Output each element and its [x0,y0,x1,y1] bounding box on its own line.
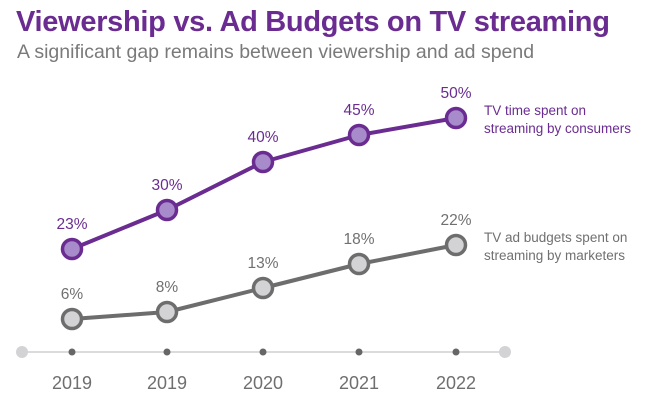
data-point [251,276,275,300]
data-label: 30% [151,177,182,194]
x-axis-end-cap [499,346,511,358]
data-label: 22% [440,212,471,229]
x-tick-mark [452,348,460,356]
chart-subtitle: A significant gap remains between viewer… [17,41,535,63]
data-point [60,237,84,261]
data-label: 50% [440,85,471,102]
data-label: 40% [247,129,278,146]
data-label: 45% [343,102,374,119]
data-label: 23% [56,216,87,233]
data-point [347,252,371,276]
x-tick-label: 2019 [147,373,187,393]
data-point [444,233,468,257]
chart-title: Viewership vs. Ad Budgets on TV streamin… [16,6,610,38]
x-tick-label: 2022 [436,373,476,393]
data-label: 6% [61,286,84,303]
data-point [60,307,84,331]
x-tick-label: 2021 [339,373,379,393]
data-point [444,106,468,130]
x-axis-start-cap [16,346,28,358]
series-legend-label: streaming by consumers [484,121,631,136]
series-legend-label: TV ad budgets spent on [484,230,627,245]
data-point [347,123,371,147]
data-point [155,198,179,222]
x-tick-label: 2019 [52,373,92,393]
data-point [155,300,179,324]
data-label: 18% [343,231,374,248]
x-tick-mark [355,348,363,356]
x-tick-mark [259,348,267,356]
x-tick-label: 2020 [243,373,283,393]
series-legend-label: streaming by marketers [484,248,625,263]
series-legend-label: TV time spent on [484,103,586,118]
data-label: 13% [247,255,278,272]
data-point [251,150,275,174]
x-tick-mark [68,348,76,356]
x-tick-mark [163,348,171,356]
data-label: 8% [156,279,179,296]
